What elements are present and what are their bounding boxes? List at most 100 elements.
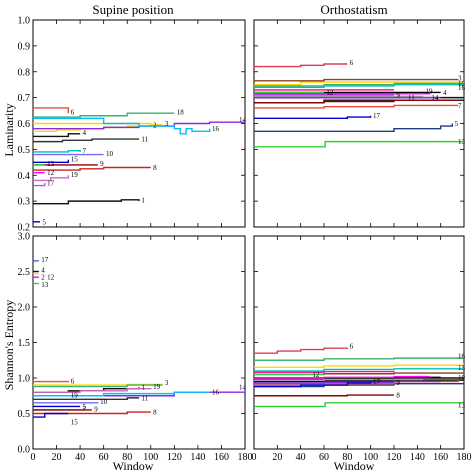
x-axis-label-right: Window (334, 459, 375, 473)
x-tick-label: 80 (122, 452, 132, 463)
series-line-11 (33, 397, 139, 400)
series-label: 13 (458, 401, 466, 409)
series-line-7 (33, 149, 81, 153)
series-line-18 (33, 384, 163, 388)
series-line-17 (254, 115, 372, 120)
series-line-17 (33, 183, 46, 187)
series-label: 15 (458, 80, 466, 88)
series-line-8 (254, 394, 394, 397)
series-label: 15 (458, 364, 466, 372)
series-label: 9 (94, 406, 98, 414)
series-line-15 (254, 368, 464, 372)
series-label: 12 (326, 89, 334, 97)
series-label: 5 (42, 218, 46, 226)
series-label: 7 (458, 102, 462, 110)
x-tick-label: 60 (319, 452, 329, 463)
series-line-6 (33, 380, 70, 383)
series-label: 1 (141, 384, 145, 392)
series-label: 6 (350, 59, 354, 67)
series-line-4 (33, 133, 81, 138)
series-line-19 (33, 175, 70, 182)
series-label: 2 (153, 121, 157, 129)
x-tick-label: 20 (272, 452, 282, 463)
x-tick-label: 180 (457, 452, 472, 463)
series-label: 12 (312, 371, 320, 379)
series-group (33, 260, 245, 418)
series-label: 10 (458, 374, 466, 382)
y-tick-label: 0.2 (18, 223, 31, 234)
series-label: 7 (82, 405, 86, 413)
series-line-19 (254, 375, 430, 379)
x-tick-label: 120 (167, 452, 182, 463)
series-label: 15 (71, 156, 79, 164)
series-line-14 (254, 380, 441, 384)
series-label: 18 (177, 108, 185, 116)
x-tick-label: 60 (99, 452, 109, 463)
series-line-8 (33, 166, 151, 171)
x-tick-label: 100 (143, 452, 158, 463)
y-tick-label: 0.3 (18, 197, 31, 208)
series-label: 6 (350, 343, 354, 351)
series-label: 3 (458, 75, 462, 83)
y-axis-label-laminarity: Laminarity (2, 103, 16, 156)
series-line-17 (254, 381, 372, 388)
series-label: 12 (47, 169, 55, 177)
series-label: 17 (41, 256, 49, 264)
series-line-2 (254, 363, 464, 369)
series-label: 7 (82, 147, 86, 155)
series-label: 15 (71, 419, 79, 427)
x-axis-label-left: Window (113, 459, 154, 473)
y-tick-label: 1.5 (18, 338, 31, 349)
x-tick-label: 20 (52, 452, 62, 463)
y-axis-label-entropy: Shannon's Entropy (2, 300, 16, 391)
series-line-15 (254, 83, 464, 88)
series-label: 14 (239, 116, 247, 124)
panel-title-orthostatism: Orthostatism (320, 2, 387, 17)
x-tick-label: 40 (75, 452, 85, 463)
series-label: 5 (82, 403, 86, 411)
y-tick-label: 1.0 (18, 374, 31, 385)
y-tick-label: 0.7 (18, 93, 31, 104)
series-line-6 (33, 107, 70, 114)
series-label: 19 (426, 88, 434, 96)
series-line-13 (254, 140, 464, 148)
x-tick-label: 0 (31, 452, 36, 463)
series-label: 14 (431, 94, 439, 102)
x-tick-label: 80 (342, 452, 352, 463)
series-line-18 (254, 370, 395, 374)
series-line-15 (33, 412, 69, 418)
y-tick-label: 0.8 (18, 67, 31, 78)
series-line-16 (33, 117, 211, 135)
series-line-15 (33, 159, 70, 164)
series-label: 1 (141, 196, 145, 204)
x-tick-label: 160 (433, 452, 448, 463)
series-label: 16 (212, 125, 220, 133)
series-line-16 (254, 356, 464, 361)
series-label: 11 (141, 394, 148, 402)
series-label: 2 (41, 274, 45, 282)
series-line-12 (254, 373, 325, 376)
series-line-1 (33, 199, 140, 205)
y-tick-label: 2.5 (18, 267, 31, 278)
series-line-3 (254, 78, 459, 82)
series-label: 10 (106, 150, 114, 158)
panel-lam_supine: 0.20.30.40.50.60.70.80.91.012 34567891011… (18, 16, 247, 234)
series-label: 14 (239, 384, 247, 392)
x-tick-label: 160 (214, 452, 229, 463)
y-tick-label: 0.0 (18, 445, 31, 456)
series-line-18 (33, 112, 175, 118)
series-label: 8 (396, 392, 400, 400)
series-line-6 (254, 63, 348, 68)
series-label: 17 (47, 180, 55, 188)
series-group (254, 63, 464, 148)
panel-title-supine: Supine position (92, 2, 174, 17)
x-tick-label: 100 (363, 452, 378, 463)
x-tick-label: 120 (387, 452, 402, 463)
series-line-2 (254, 81, 464, 86)
series-label: 17 (373, 112, 381, 120)
series-label: 16 (212, 389, 220, 397)
y-tick-label: 0.6 (18, 119, 31, 130)
series-label: 4 (82, 129, 86, 137)
series-label: 4 (443, 89, 447, 97)
